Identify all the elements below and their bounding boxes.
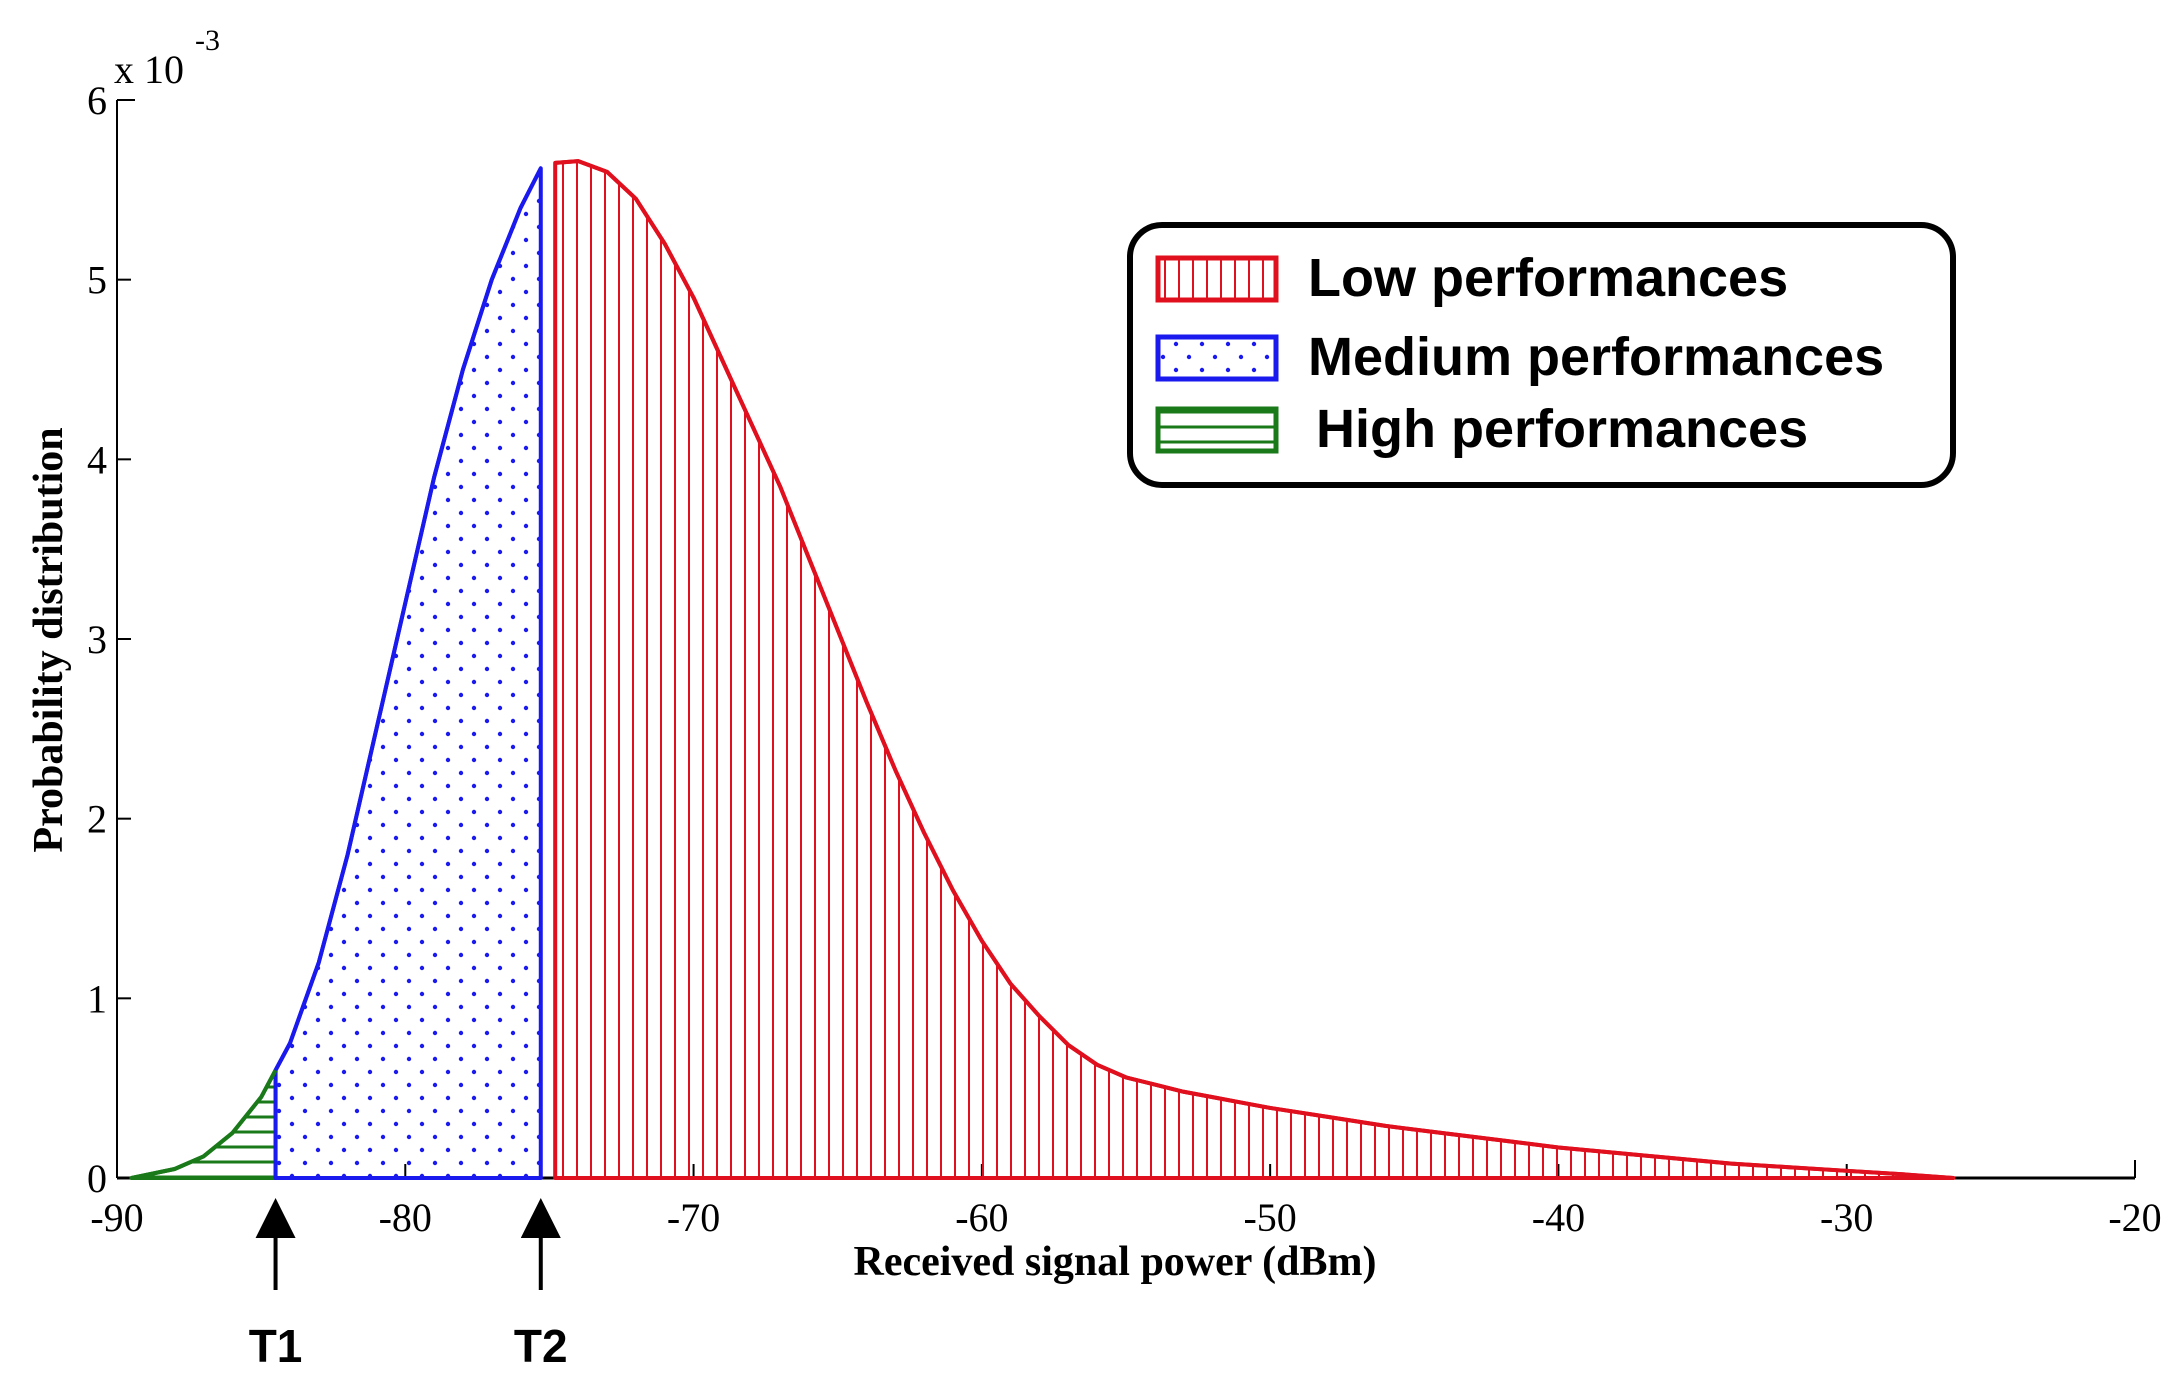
y-tick-label: 1 <box>87 976 107 1021</box>
curve-medium-performances <box>273 167 543 1072</box>
region-medium-performances <box>273 166 543 1180</box>
y-ticks: 0 1 2 3 4 5 6 <box>87 78 131 1201</box>
x-tick-label: -70 <box>667 1195 720 1240</box>
legend-box <box>1127 222 1956 488</box>
y-tick-label: 6 <box>87 78 107 123</box>
legend: Low performances Medium performances Hig… <box>1127 222 1956 488</box>
legend-swatch-medium <box>1155 334 1279 382</box>
x-axis-title: Received signal power (dBm) <box>853 1239 1376 1285</box>
x-tick-label: -90 <box>90 1195 143 1240</box>
threshold-markers: T1 T2 <box>249 1198 568 1372</box>
region-high-performances <box>129 1068 278 1180</box>
y-tick-label: 0 <box>87 1156 107 1201</box>
x-tick-label: -80 <box>379 1195 432 1240</box>
threshold-label-t2: T2 <box>514 1320 568 1372</box>
threshold-label-t1: T1 <box>249 1320 303 1372</box>
y-tick-label: 2 <box>87 797 107 842</box>
x-tick-label: -30 <box>1820 1195 1873 1240</box>
legend-label-high: High performances <box>1316 399 1808 459</box>
x-tick-label: -60 <box>955 1195 1008 1240</box>
y-scale-label: x 10 <box>114 47 184 92</box>
legend-label-low: Low performances <box>1308 248 1788 308</box>
curve-high-performances <box>131 1069 278 1180</box>
legend-swatch-high <box>1155 406 1279 454</box>
y-axis-title: Probability distribution <box>26 427 72 852</box>
curves <box>131 159 1954 1180</box>
x-ticks: -90 -80 -70 -60 -50 -40 -30 -20 <box>90 1164 2162 1240</box>
legend-label-medium: Medium performances <box>1308 327 1884 387</box>
y-tick-label: 3 <box>87 617 107 662</box>
curve-low-performances <box>555 159 1954 1180</box>
x-tick-label: -20 <box>2108 1195 2161 1240</box>
x-tick-label: -40 <box>1532 1195 1585 1240</box>
x-tick-label: -50 <box>1243 1195 1296 1240</box>
y-tick-label: 4 <box>87 437 107 482</box>
y-tick-label: 5 <box>87 258 107 303</box>
y-scale-exponent: -3 <box>195 24 220 57</box>
legend-swatch-low <box>1155 255 1279 303</box>
